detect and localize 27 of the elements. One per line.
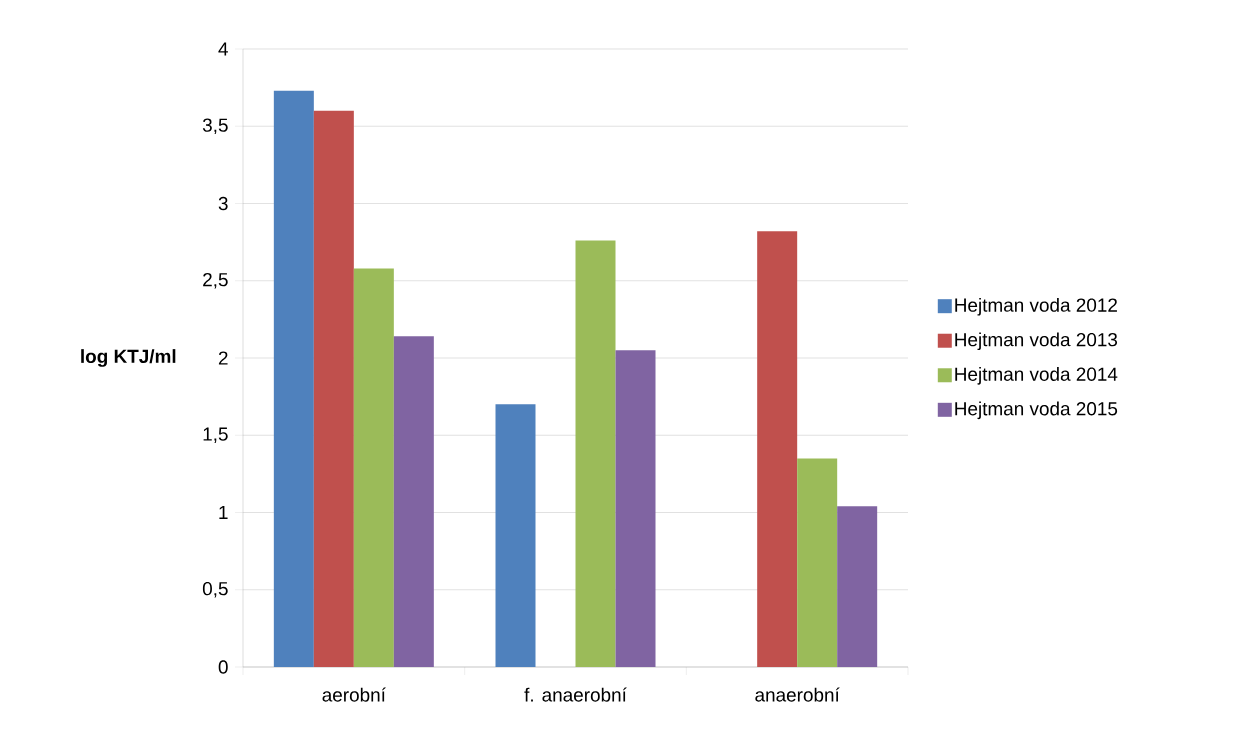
- bar: [393, 336, 434, 667]
- bar: [757, 231, 798, 667]
- y-tick-label: 0: [218, 660, 228, 674]
- legend-label: Hejtman voda 2015: [955, 401, 1118, 420]
- legend-label: Hejtman voda 2013: [955, 332, 1118, 351]
- bar: [313, 110, 354, 667]
- bar: [353, 268, 394, 667]
- y-axis-title: log KTJ/ml: [81, 349, 176, 367]
- bar: [273, 90, 314, 667]
- bar: [575, 240, 616, 667]
- y-tick-label: 3,5: [202, 118, 228, 135]
- x-tick-label: anaerobní: [755, 687, 840, 702]
- bar: [797, 458, 838, 667]
- x-tick-label: aerobní: [322, 687, 386, 702]
- bar: [495, 404, 536, 667]
- y-tick-label: 1,5: [203, 427, 228, 443]
- y-tick-label: 2,5: [203, 272, 228, 289]
- bar: [837, 506, 878, 667]
- y-tick-label: 4: [218, 42, 228, 56]
- legend-label: Hejtman voda 2012: [955, 297, 1117, 316]
- y-tick-label: 1: [219, 506, 228, 520]
- y-tick-label: 3: [218, 196, 228, 211]
- x-tick-label: f. anaerobní: [524, 687, 627, 702]
- bar: [615, 350, 656, 667]
- legend-label: Hejtman voda 2014: [955, 366, 1118, 385]
- y-tick-label: 2: [218, 351, 228, 365]
- y-tick-label: 0,5: [202, 581, 228, 598]
